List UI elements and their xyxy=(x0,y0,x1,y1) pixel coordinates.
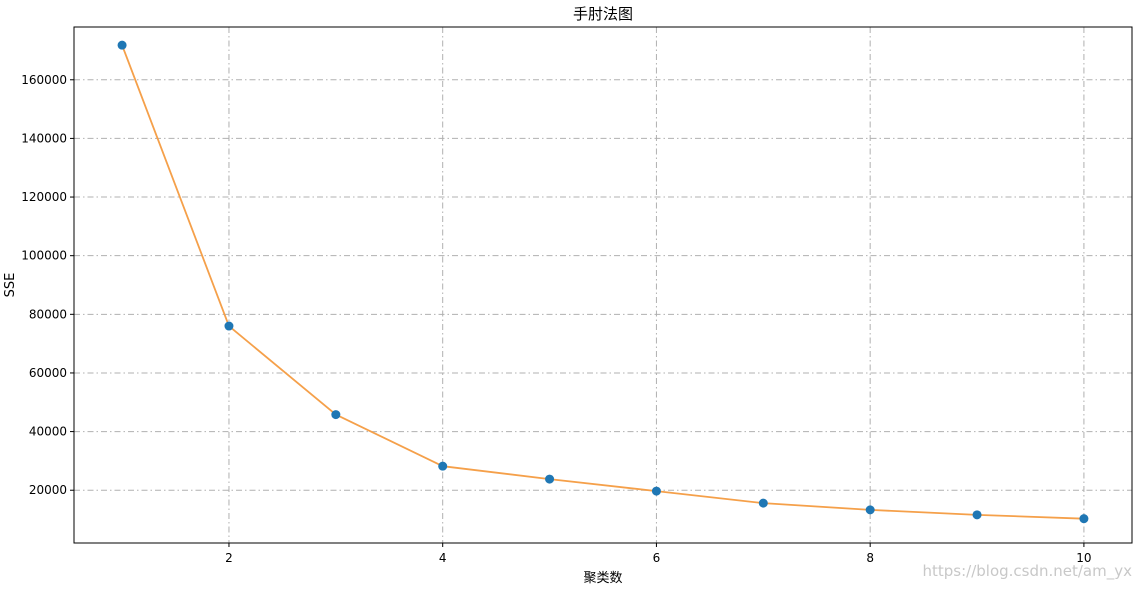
chart-title: 手肘法图 xyxy=(573,5,633,23)
sse-data-point xyxy=(545,474,555,484)
sse-data-point xyxy=(972,510,982,520)
series-layer xyxy=(117,40,1089,524)
x-axis-title: 聚类数 xyxy=(583,571,622,586)
sse-data-point xyxy=(438,461,448,471)
y-tick-label: 20000 xyxy=(29,483,67,497)
y-tick-label: 60000 xyxy=(29,366,67,380)
sse-data-point xyxy=(117,40,127,50)
y-tick-label: 120000 xyxy=(21,190,67,204)
sse-data-point xyxy=(1079,514,1089,524)
sse-data-point xyxy=(651,486,661,496)
axis-ticks: 2 4 6 8 10 20000 40000 60000 80000 100000 120000 14… xyxy=(21,73,1091,565)
x-tick-label: 2 xyxy=(225,551,233,565)
sse-data-point xyxy=(331,410,341,420)
x-tick-label: 8 xyxy=(866,551,874,565)
sse-data-point xyxy=(758,498,768,508)
y-tick-label: 160000 xyxy=(21,73,67,87)
sse-line xyxy=(121,44,1084,520)
y-axis-title: SSE xyxy=(3,273,18,298)
y-tick-label: 40000 xyxy=(29,425,67,439)
grid-lines xyxy=(74,27,1132,543)
x-tick-label: 10 xyxy=(1076,551,1091,565)
y-tick-label: 100000 xyxy=(21,249,67,263)
watermark-text: https://blog.csdn.net/am_yx xyxy=(922,562,1132,581)
plot-frame xyxy=(73,26,1133,544)
sse-data-point xyxy=(865,505,875,515)
sse-data-point xyxy=(224,321,234,331)
x-tick-label: 4 xyxy=(439,551,447,565)
y-tick-label: 80000 xyxy=(29,307,67,321)
y-tick-label: 140000 xyxy=(21,131,67,145)
x-tick-label: 6 xyxy=(653,551,661,565)
